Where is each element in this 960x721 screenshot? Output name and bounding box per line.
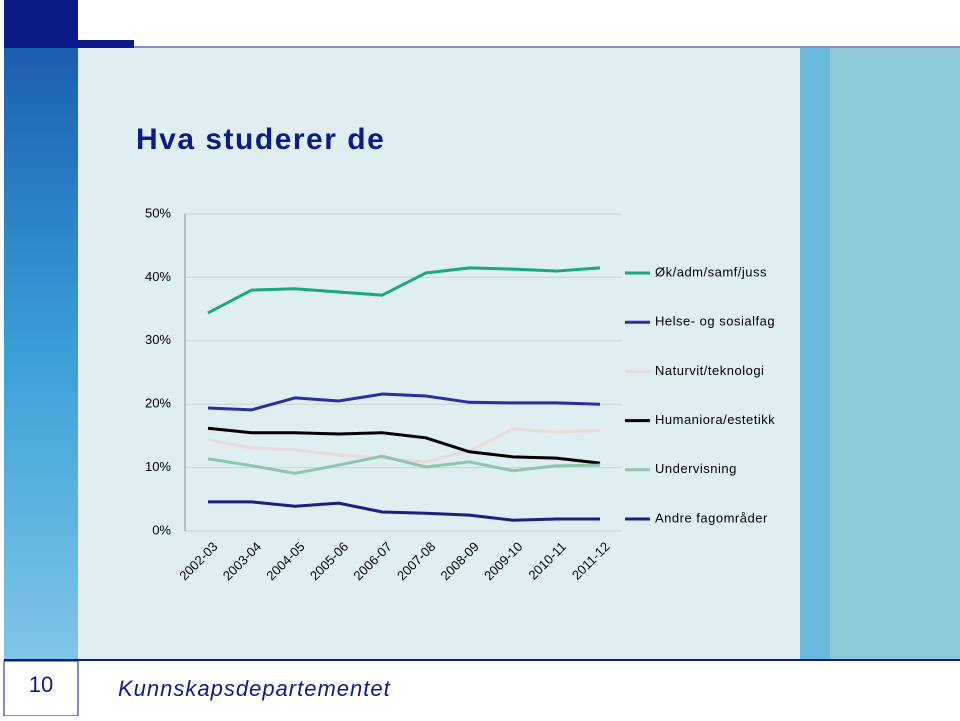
legend-label: Andre fagområder [655, 510, 768, 525]
y-tick-label: 50% [145, 205, 171, 220]
series-line [207, 426, 601, 465]
content-area [78, 48, 800, 660]
series-line [208, 500, 600, 522]
series-line [207, 392, 601, 412]
corner-block [4, 0, 78, 48]
legend-label: Naturvit/teknologi [655, 363, 764, 378]
y-tick-label: 20% [145, 396, 171, 411]
page-number: 10 [29, 672, 53, 697]
top-tab [78, 40, 134, 48]
y-tick-label: 10% [145, 459, 171, 474]
legend-label: Undervisning [655, 461, 737, 476]
series-line [207, 454, 601, 475]
right-stripe [800, 48, 830, 660]
y-tick-label: 30% [145, 332, 171, 347]
y-tick-label: 0% [152, 522, 171, 537]
series-line [207, 427, 601, 464]
right-panel [830, 48, 960, 660]
legend-label: Helse- og sosialfag [655, 314, 775, 329]
chart-title: Hva studerer de [136, 123, 385, 156]
side-strip [4, 48, 78, 660]
legend-label: Humaniora/estetikk [655, 412, 775, 427]
series-line [207, 266, 601, 315]
footer-text: Kunnskapsdepartementet [118, 676, 391, 701]
y-tick-label: 40% [145, 269, 171, 284]
legend-label: Øk/adm/samf/juss [655, 264, 767, 279]
